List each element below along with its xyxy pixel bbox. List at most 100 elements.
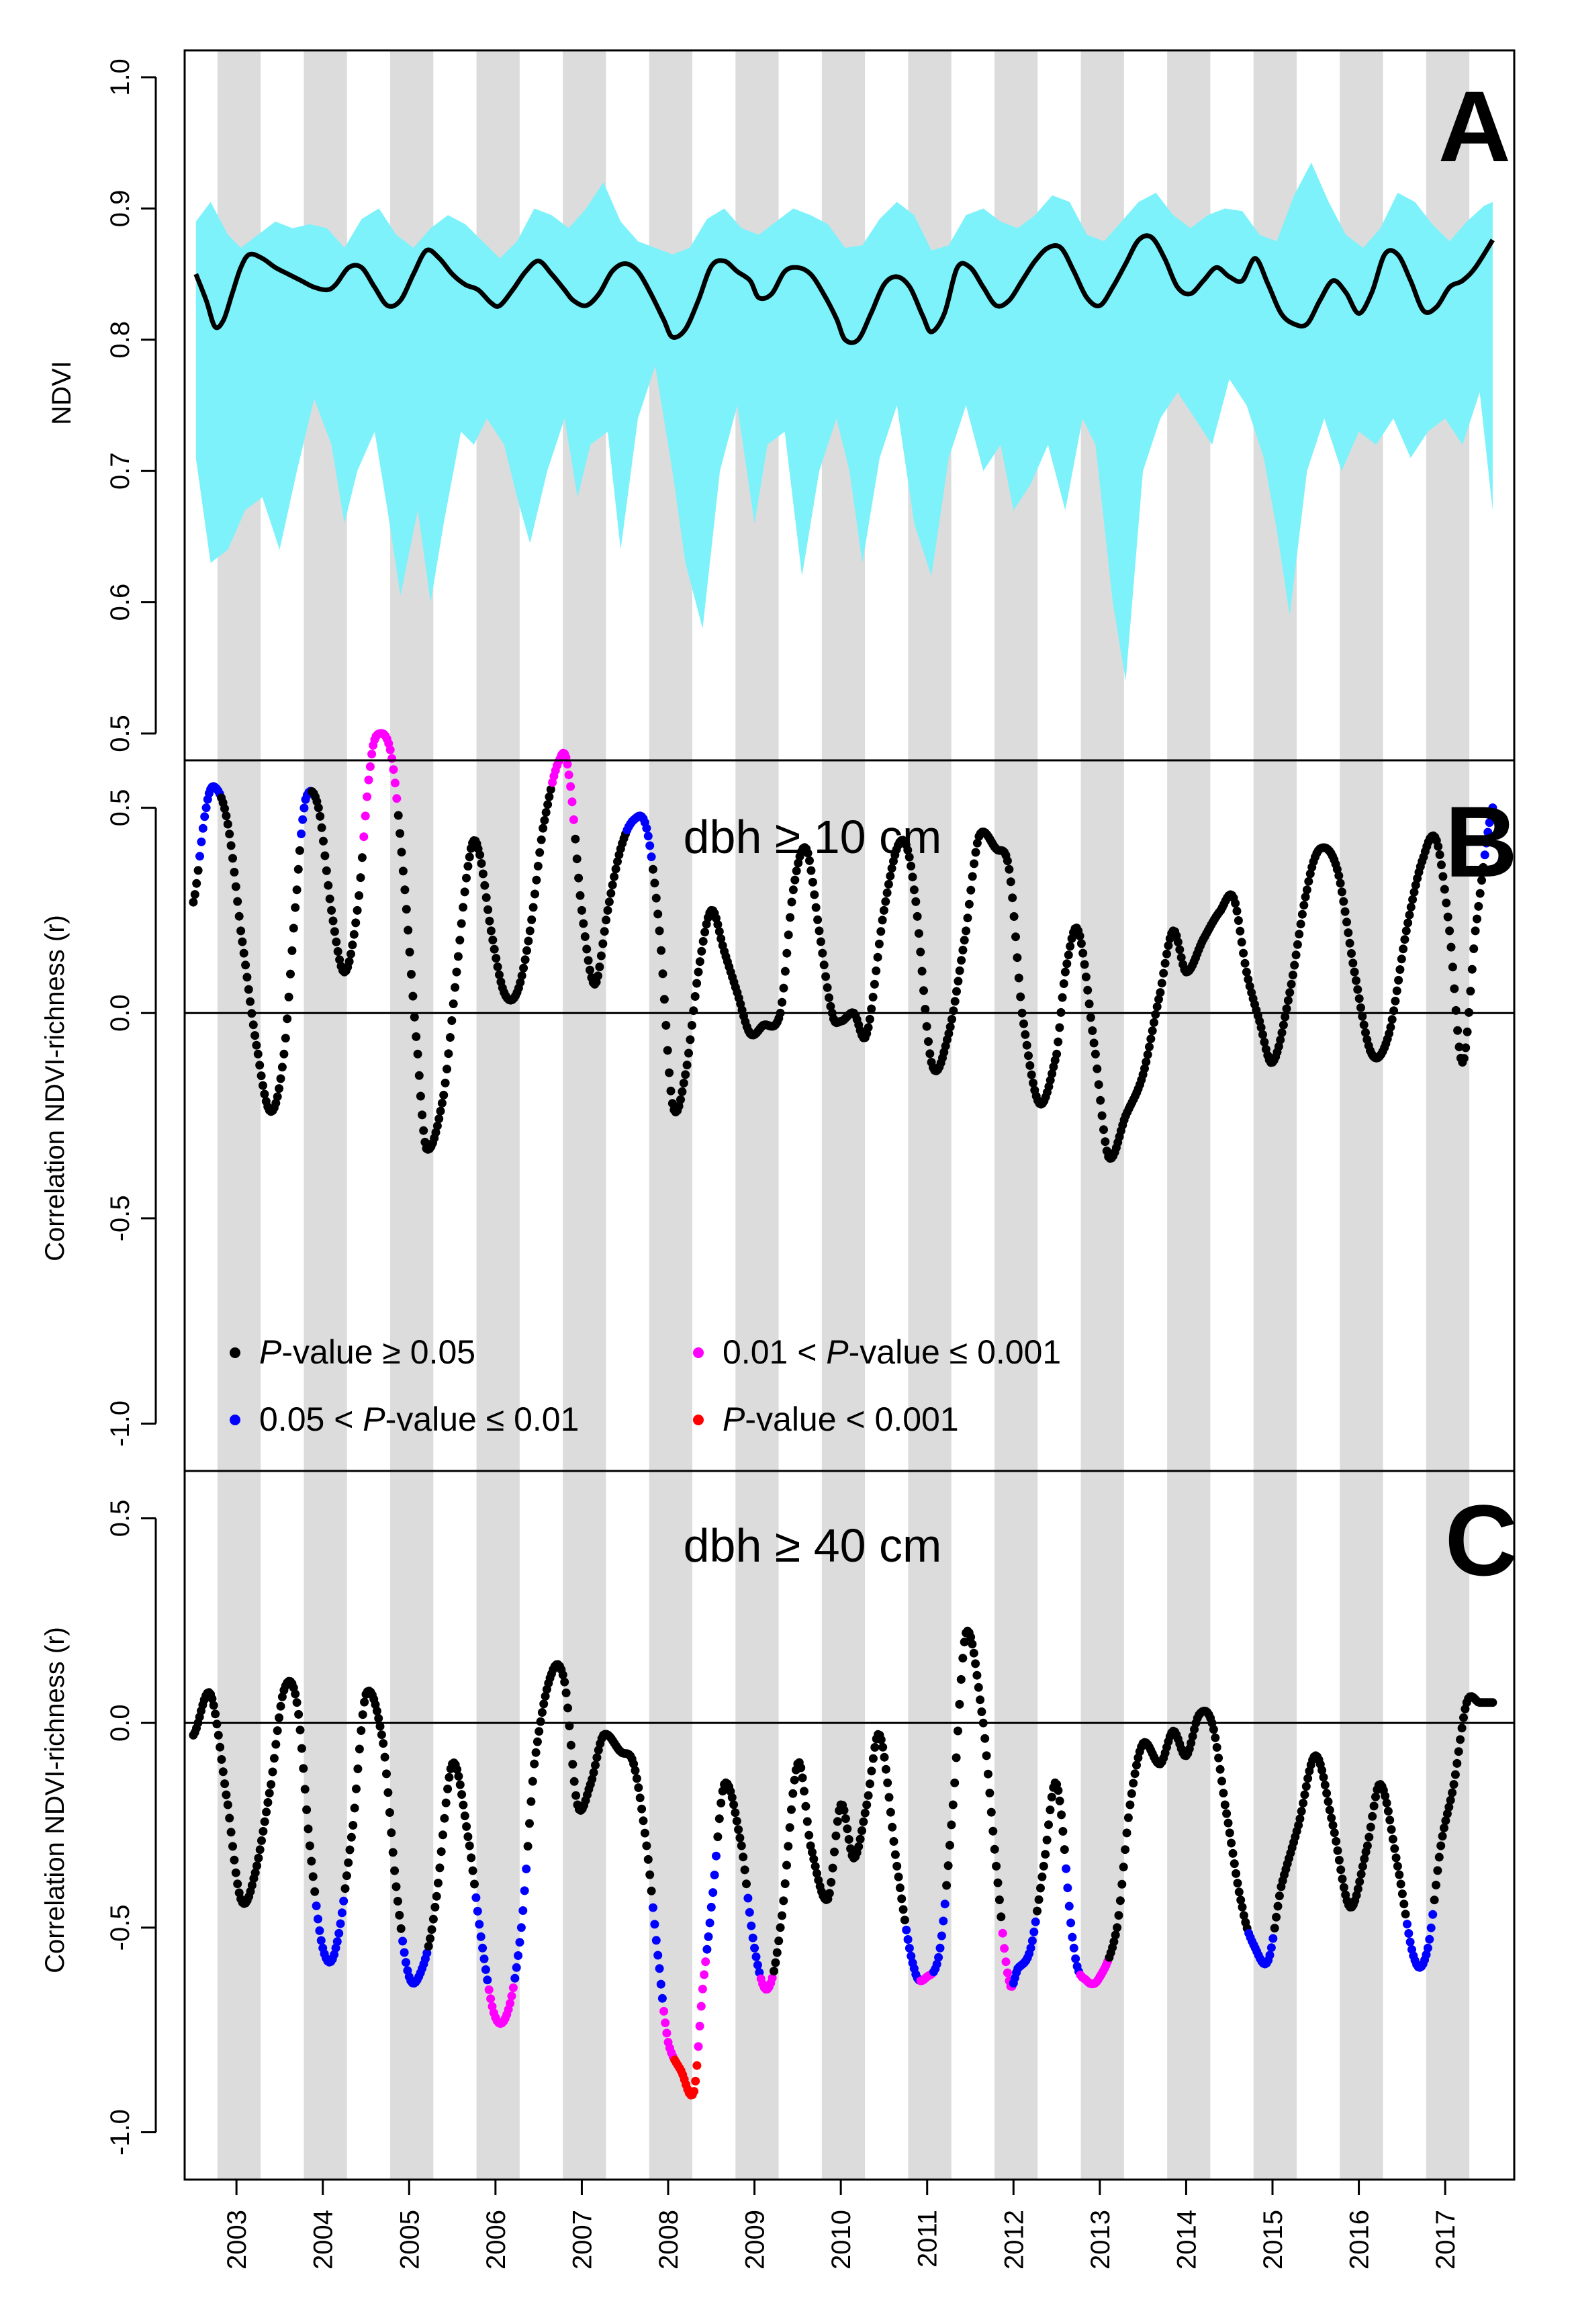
correlation-point	[377, 1730, 386, 1740]
correlation-point	[727, 1793, 737, 1802]
correlation-point	[907, 1951, 916, 1961]
correlation-point	[1299, 901, 1309, 910]
correlation-point	[790, 1775, 799, 1785]
correlation-point	[657, 946, 666, 955]
correlation-point	[1152, 1002, 1162, 1012]
correlation-point	[1392, 986, 1401, 995]
x-tick-label: 2014	[1172, 2210, 1201, 2270]
correlation-point	[1301, 1782, 1311, 1791]
correlation-point	[1408, 895, 1418, 904]
correlation-point	[1436, 1841, 1446, 1850]
correlation-point	[1081, 973, 1091, 981]
correlation-point	[640, 1828, 649, 1838]
correlation-point	[1044, 1820, 1053, 1830]
correlation-point	[263, 1798, 273, 1807]
correlation-point	[870, 979, 879, 989]
correlation-point	[217, 1755, 226, 1764]
correlation-point	[344, 957, 354, 966]
correlation-point	[687, 1021, 696, 1030]
correlation-point	[1175, 945, 1185, 954]
correlation-point	[222, 811, 231, 821]
correlation-point	[796, 1763, 806, 1773]
correlation-point	[846, 1844, 855, 1853]
x-tick-label: 2010	[827, 2210, 856, 2270]
correlation-point	[748, 1933, 757, 1942]
correlation-point	[970, 859, 979, 868]
correlation-point	[1320, 1781, 1330, 1789]
correlation-point	[905, 1944, 914, 1953]
correlation-point	[1279, 1020, 1288, 1030]
correlation-point	[337, 1908, 346, 1918]
correlation-point	[481, 1965, 490, 1974]
correlation-point	[662, 2028, 672, 2038]
correlation-point	[294, 1709, 304, 1719]
correlation-point	[1157, 979, 1166, 988]
correlation-point	[1450, 984, 1459, 993]
correlation-point	[971, 1659, 980, 1668]
correlation-point	[698, 937, 708, 946]
correlation-point	[692, 2061, 702, 2070]
correlation-point	[1347, 949, 1356, 958]
correlation-point	[734, 1825, 743, 1834]
correlation-point	[1049, 1062, 1058, 1071]
correlation-point	[233, 897, 242, 906]
correlation-point	[645, 1870, 655, 1879]
correlation-point	[336, 1919, 345, 1928]
correlation-point	[889, 1837, 898, 1846]
correlation-point	[244, 985, 253, 994]
correlation-point	[275, 1084, 284, 1093]
correlation-point	[516, 1923, 526, 1932]
correlation-point	[841, 1814, 850, 1824]
correlation-point	[710, 1871, 719, 1879]
correlation-point	[1411, 881, 1420, 890]
correlation-point	[816, 937, 825, 946]
correlation-point	[1260, 1038, 1269, 1046]
correlation-point	[374, 1713, 383, 1723]
correlation-point	[690, 992, 700, 1001]
correlation-point	[449, 999, 458, 1008]
correlation-point	[342, 1871, 351, 1881]
correlation-point	[493, 962, 502, 971]
correlation-point	[1129, 1779, 1138, 1788]
correlation-point	[830, 1847, 839, 1857]
correlation-point	[1389, 1006, 1399, 1016]
correlation-point	[535, 1727, 544, 1736]
correlation-point	[392, 794, 402, 803]
correlation-point	[541, 808, 551, 817]
correlation-point	[291, 903, 300, 912]
correlation-point	[955, 1699, 964, 1709]
panel-a-y-tick-label: 0.6	[105, 584, 135, 621]
correlation-point	[1026, 1943, 1035, 1953]
correlation-point	[1142, 1057, 1151, 1067]
correlation-point	[803, 848, 813, 858]
panel-c-frame	[183, 1470, 1516, 2181]
correlation-point	[902, 1925, 911, 1934]
correlation-point	[475, 1920, 484, 1929]
panel-c-letter: C	[1445, 1484, 1518, 1597]
correlation-point	[209, 1701, 218, 1710]
correlation-point	[894, 1872, 903, 1881]
panel-c: -1.0 -0.5 0.0 0.5 Correlation NDVI-richness…	[40, 1484, 1518, 2155]
correlation-point	[984, 1769, 992, 1779]
correlation-point	[254, 1853, 263, 1863]
correlation-point	[1442, 1809, 1452, 1818]
correlation-point	[566, 1740, 575, 1750]
correlation-point	[397, 848, 406, 857]
panel-b-y-tick-label: 0.0	[105, 994, 135, 1032]
correlation-point	[805, 856, 814, 865]
panel-a-y-axis: 0.5 0.6 0.7 0.8 0.9 1.0	[105, 58, 157, 752]
correlation-point	[1125, 1800, 1135, 1809]
correlation-point	[412, 1032, 421, 1041]
correlation-point	[598, 939, 608, 948]
correlation-point	[247, 1009, 257, 1018]
correlation-point	[878, 915, 887, 925]
correlation-point	[679, 1079, 688, 1087]
correlation-point	[694, 967, 703, 977]
correlation-point	[522, 1865, 531, 1873]
correlation-point	[1353, 985, 1362, 994]
correlation-point	[291, 1689, 300, 1699]
correlation-point	[1488, 1698, 1497, 1707]
correlation-point	[1034, 1895, 1044, 1904]
correlation-point	[355, 1744, 364, 1754]
correlation-point	[269, 1754, 279, 1763]
